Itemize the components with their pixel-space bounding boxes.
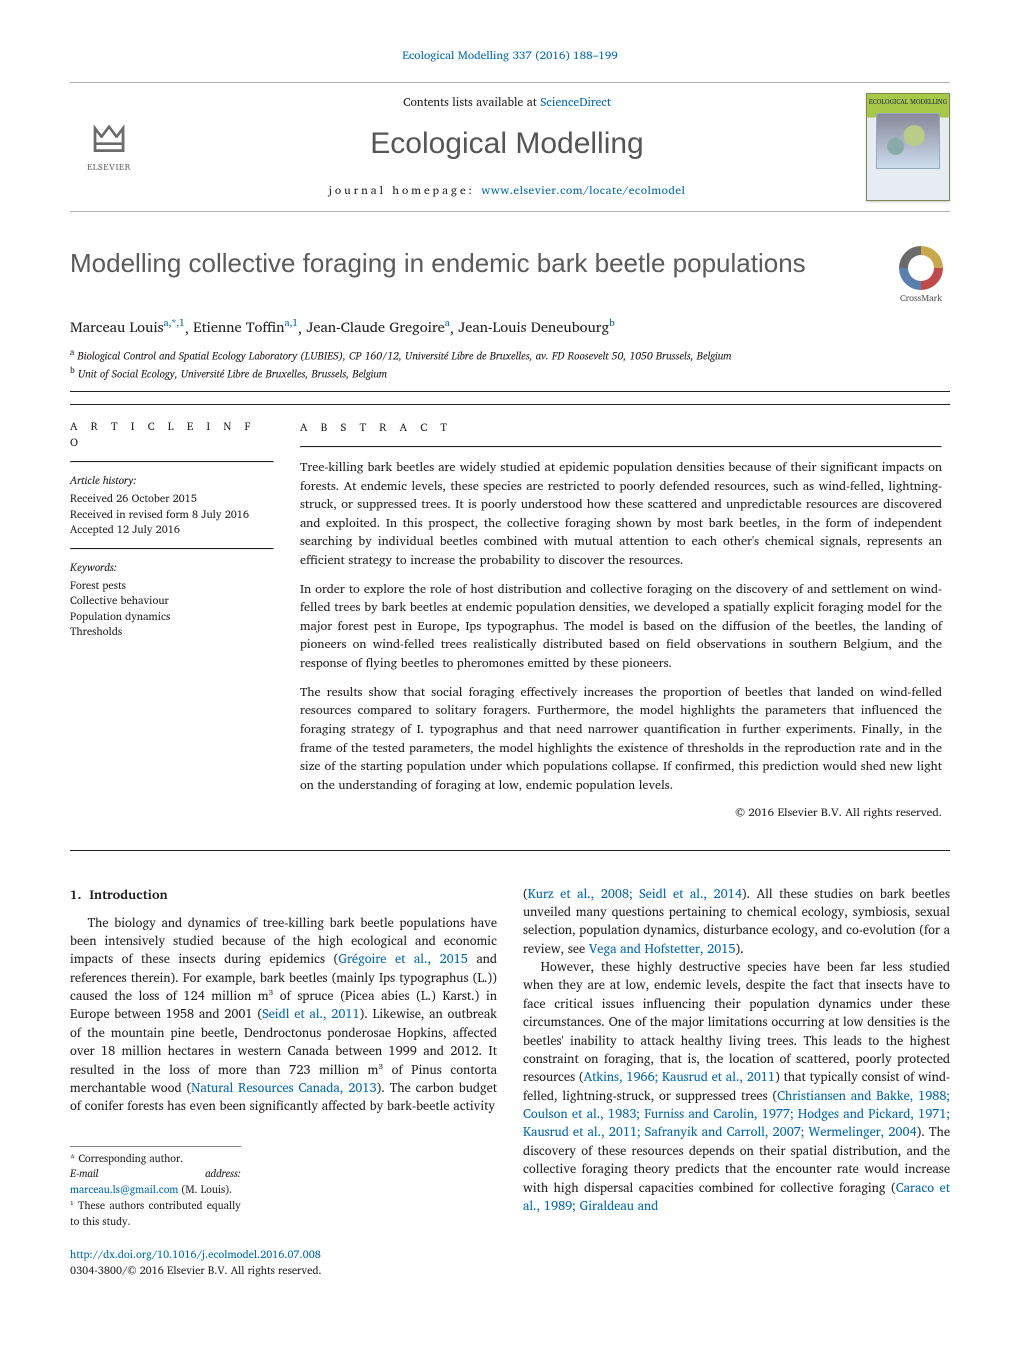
journal-cover-thumbnail: ECOLOGICAL MODELLING: [866, 93, 950, 201]
author: Jean-Claude Gregoirea: [306, 316, 450, 339]
article-info-panel: A R T I C L E I N F O Article history: R…: [70, 405, 274, 821]
abstract-copyright: © 2016 Elsevier B.V. All rights reserved…: [300, 804, 942, 821]
author: Marceau Louisa,*,1: [70, 316, 185, 339]
journal-name: Ecological Modelling: [160, 124, 854, 165]
crossmark-label: CrossMark: [900, 292, 942, 304]
journal-homepage-line: journal homepage: www.elsevier.com/locat…: [160, 183, 854, 199]
body-paragraph: The biology and dynamics of tree-killing…: [70, 914, 497, 1116]
body-text: 1. Introduction The biology and dynamics…: [70, 885, 950, 1230]
masthead: 🜲 ELSEVIER Contents lists available at S…: [70, 83, 950, 211]
keywords-heading: Keywords:: [70, 560, 274, 576]
equal-contribution-note: ¹ These authors contributed equally to t…: [70, 1198, 241, 1230]
author-list: Marceau Louisa,*,1, Etienne Toffina,1, J…: [70, 318, 950, 338]
abstract-panel: A B S T R A C T Tree-killing bark beetle…: [300, 405, 950, 821]
body-paragraph: However, these highly destructive specie…: [523, 958, 950, 1215]
doi-block: http://dx.doi.org/10.1016/j.ecolmodel.20…: [70, 1247, 950, 1277]
abstract-paragraph: Tree-killing bark beetles are widely stu…: [300, 458, 942, 570]
sciencedirect-link[interactable]: ScienceDirect: [540, 93, 611, 112]
crossmark-icon: [899, 246, 943, 290]
journal-homepage-link[interactable]: www.elsevier.com/locate/ecolmodel: [481, 181, 685, 200]
contents-available-line: Contents lists available at ScienceDirec…: [160, 95, 854, 111]
issn-copyright: 0304-3800/© 2016 Elsevier B.V. All right…: [70, 1261, 322, 1279]
body-paragraph: (Kurz et al., 2008; Seidl et al., 2014).…: [523, 885, 950, 959]
abstract-heading: A B S T R A C T: [300, 419, 942, 436]
article-title: Modelling collective foraging in endemic…: [70, 246, 892, 281]
abstract-paragraph: In order to explore the role of host dis…: [300, 580, 942, 673]
abstract-paragraph: The results show that social foraging ef…: [300, 683, 942, 795]
article-info-heading: A R T I C L E I N F O: [70, 419, 274, 451]
keyword: Thresholds: [70, 624, 274, 640]
crossmark-badge[interactable]: CrossMark: [892, 246, 950, 304]
author: Jean-Louis Deneubourgb: [458, 316, 614, 339]
history-heading: Article history:: [70, 473, 274, 489]
publisher-logo: 🜲 ELSEVIER: [70, 101, 148, 193]
publisher-name: ELSEVIER: [87, 161, 131, 173]
footnotes: * Corresponding author. E-mail address: …: [70, 1146, 241, 1230]
tree-icon: 🜲: [92, 119, 127, 157]
journal-ref-link[interactable]: Ecological Modelling 337 (2016) 188–199: [402, 46, 618, 65]
section-heading: 1. Introduction: [70, 885, 497, 904]
history-item: Accepted 12 July 2016: [70, 522, 274, 538]
author: Etienne Toffina,1: [193, 316, 298, 339]
affiliations: a Biological Control and Spatial Ecology…: [70, 346, 950, 381]
